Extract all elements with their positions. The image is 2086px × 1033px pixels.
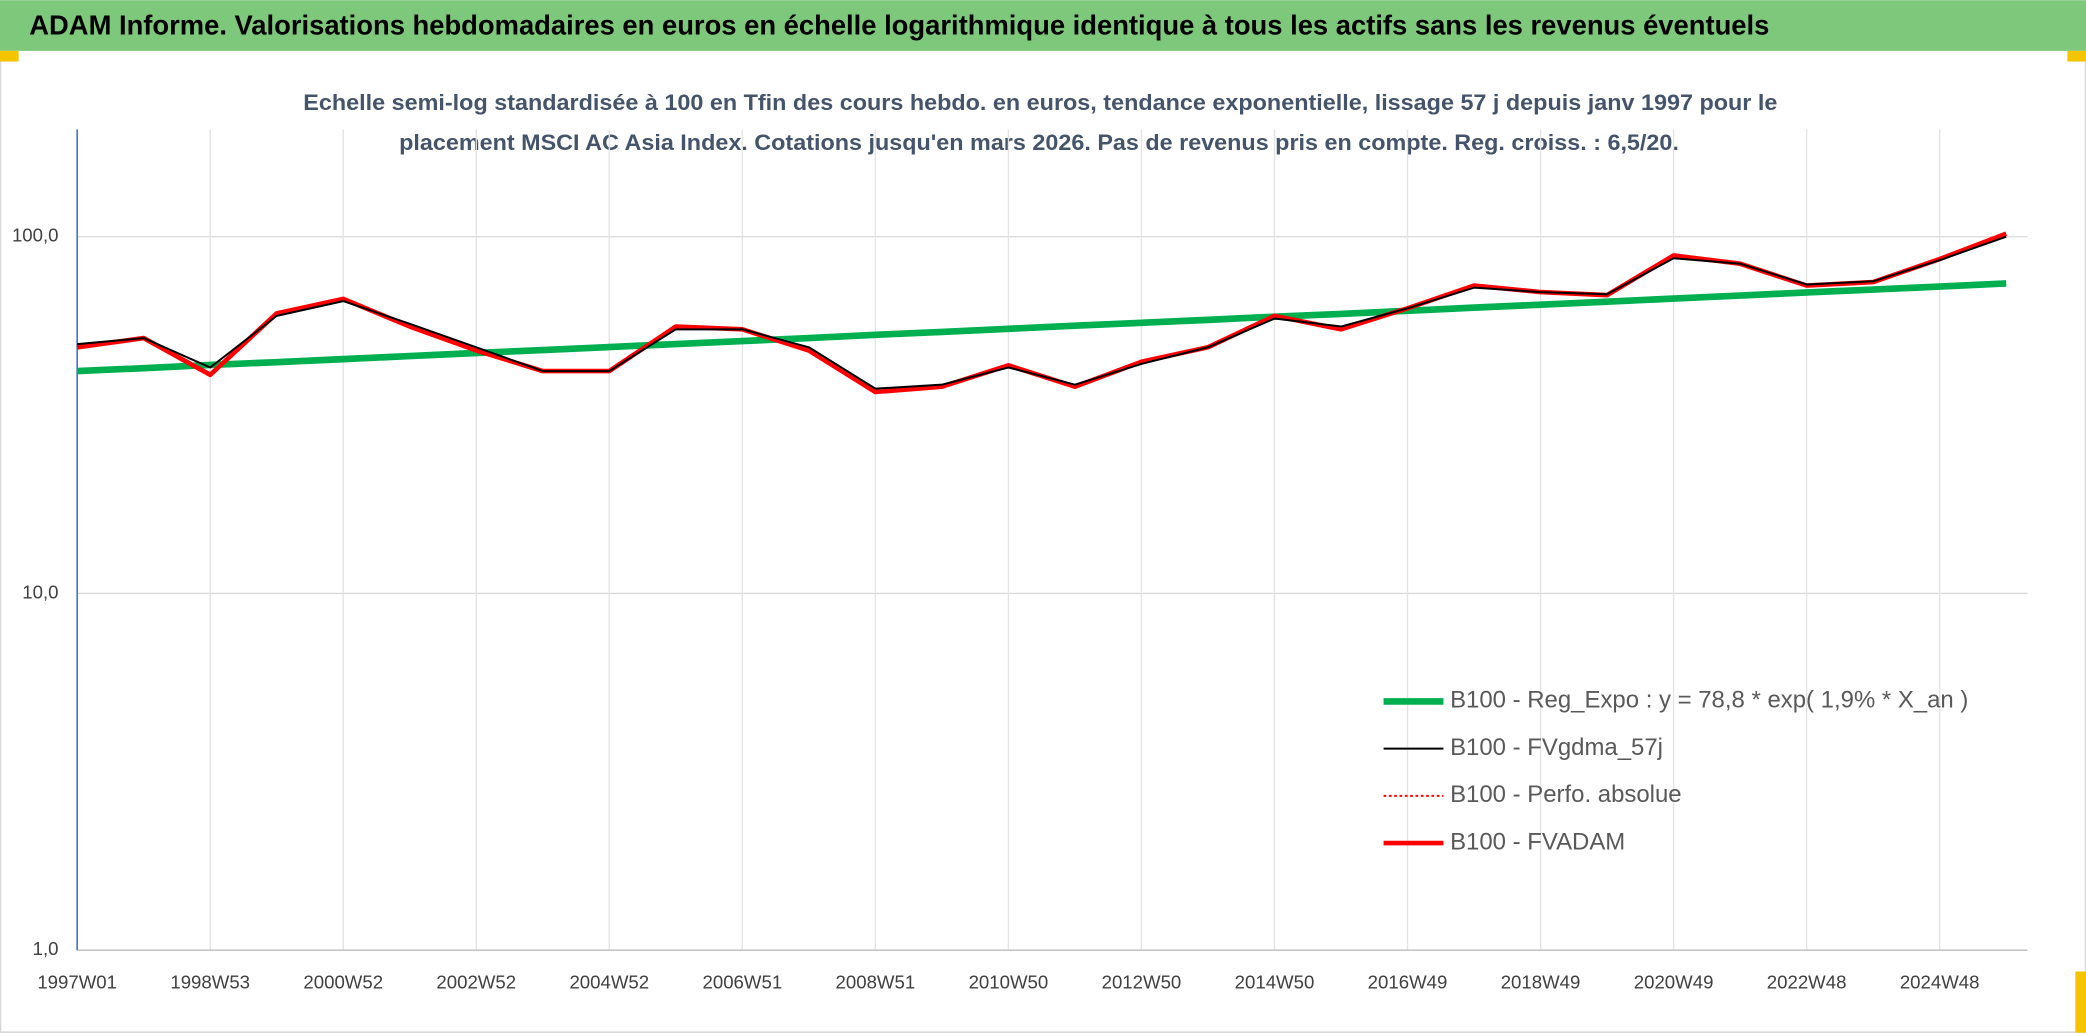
x-tick-label: 2020W49 (1634, 971, 1714, 992)
y-tick-label: 10,0 (22, 581, 58, 602)
x-tick-label: 2024W48 (1900, 971, 1980, 992)
x-tick-label: 2022W48 (1767, 971, 1847, 992)
series-line (77, 232, 2007, 393)
x-tick-label: 2006W51 (703, 971, 783, 992)
legend-label: B100 - FVgdma_57j (1450, 734, 1663, 761)
x-tick-label: 1998W53 (170, 971, 250, 992)
x-tick-label: 1997W01 (37, 971, 117, 992)
y-tick-label: 100,0 (12, 225, 59, 246)
chart-subtitle: placement MSCI AC Asia Index. Cotations … (399, 130, 1679, 155)
page-title: ADAM Informe. Valorisations hebdomadaire… (29, 9, 1769, 40)
chart-subtitle: Echelle semi-log standardisée à 100 en T… (303, 90, 1777, 115)
series-line (77, 235, 2007, 390)
x-tick-label: 2008W51 (836, 971, 916, 992)
title-banner (0, 0, 2086, 51)
x-tick-label: 2010W50 (969, 971, 1049, 992)
x-tick-label: 2000W52 (303, 971, 383, 992)
x-tick-label: 2004W52 (569, 971, 649, 992)
legend-label: B100 - Perfo. absolue (1450, 781, 1682, 808)
corner (0, 50, 19, 62)
series-line (77, 280, 2007, 375)
x-tick-label: 2014W50 (1235, 971, 1315, 992)
x-tick-label: 2018W49 (1501, 971, 1581, 992)
legend-label: B100 - FVADAM (1450, 828, 1625, 855)
x-tick-label: 2012W50 (1102, 971, 1182, 992)
y-tick-label: 1,0 (33, 938, 59, 959)
x-tick-label: 2016W49 (1368, 971, 1448, 992)
legend-label: B100 - Reg_Expo : y = 78,8 * exp( 1,9% *… (1450, 687, 1968, 714)
x-tick-label: 2002W52 (436, 971, 516, 992)
corner (2075, 971, 2086, 1033)
corner (2067, 50, 2086, 62)
